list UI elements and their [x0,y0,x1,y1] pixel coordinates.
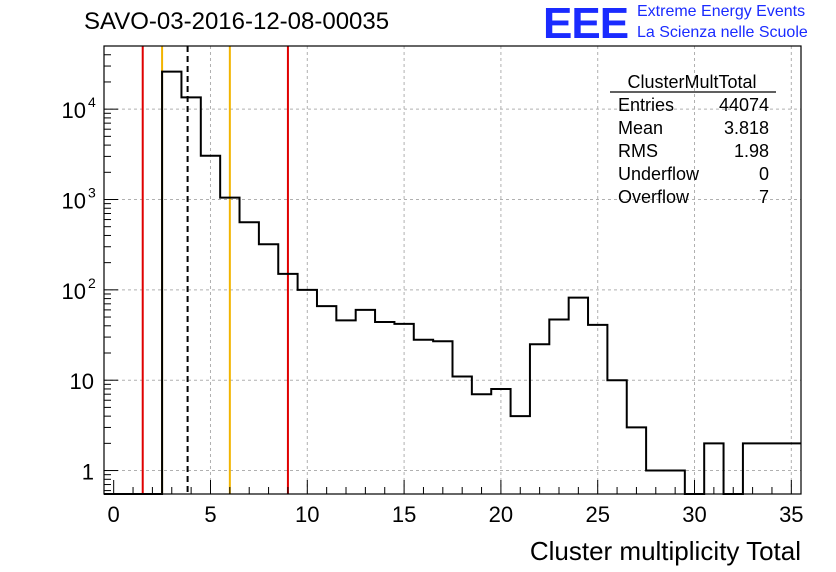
y-tick-label: 10 [70,369,94,394]
histogram-bin [240,222,259,494]
histogram-bin [762,443,781,494]
stats-title: ClusterMultTotal [627,72,756,92]
histogram-bin [549,319,568,494]
stats-value: 7 [759,187,769,207]
histogram-bin [356,310,375,494]
histogram-bin [530,344,549,494]
stats-value: 3.818 [724,118,769,138]
x-tick-label: 20 [489,502,513,527]
stats-label: Entries [618,95,674,115]
x-tick-label: 35 [779,502,803,527]
stats-label: Overflow [618,187,690,207]
histogram-bin [569,298,588,494]
reference-lines [141,46,289,494]
x-axis-label: Cluster multiplicity Total [530,536,801,566]
stats-label: Mean [618,118,663,138]
histogram-bin [375,322,394,494]
x-tick-label: 10 [295,502,319,527]
y-tick-exponent: 3 [88,184,96,200]
grid [104,46,801,494]
run-title: SAVO-03-2016-12-08-00035 [84,8,390,35]
histogram-bin [317,306,336,494]
stats-box: ClusterMultTotal Entries 44074 Mean 3.818 RMS… [610,72,776,207]
stats-value: 1.98 [734,141,769,161]
histogram-bin [453,376,472,494]
histogram-bin [181,97,200,494]
stats-label: RMS [618,141,658,161]
y-tick-label: 10 [62,188,86,213]
x-tick-label: 15 [392,502,416,527]
x-tick-label: 25 [585,502,609,527]
histogram-bin [704,443,723,494]
histogram-bin [627,427,646,494]
logo-line-2: La Scienza nelle Scuole [637,24,808,41]
histogram-bin [162,72,181,494]
histogram-bin [298,290,317,494]
eee-logo: EEE [543,0,629,48]
histogram-series [104,70,801,495]
y-tick-label: 10 [62,98,86,123]
stats-label: Underflow [618,164,700,184]
y-tick-label: 1 [82,460,94,485]
stats-value: 0 [759,164,769,184]
y-tick-label: 10 [62,279,86,304]
histogram-bin [511,416,530,494]
histogram-bin [259,244,278,494]
histogram-bin [433,341,452,494]
logo-line-1: Extreme Energy Events [637,3,806,20]
x-tick-label: 30 [682,502,706,527]
y-tick-exponent: 2 [88,275,96,291]
x-tick-label: 5 [204,502,216,527]
plot-frame [103,45,802,495]
x-tick-label: 0 [108,502,120,527]
stats-value: 44074 [719,95,769,115]
histogram-bin [472,394,491,494]
histogram-bin [607,380,626,494]
histogram-outline [104,70,801,495]
histogram-bin [336,320,355,494]
histogram-bin [743,443,762,494]
y-tick-exponent: 4 [88,94,96,110]
